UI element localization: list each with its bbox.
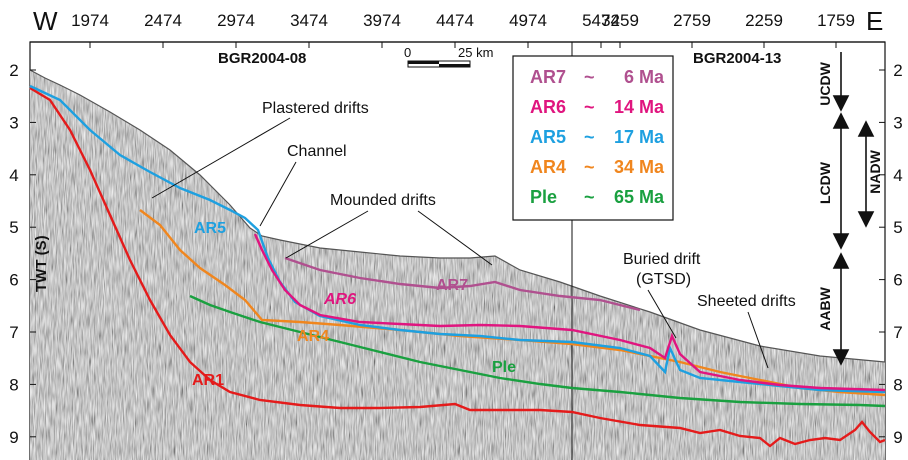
annotations: Plastered drifts Channel Mounded drifts … (151, 100, 796, 369)
top-tick-left-1: 2474 (144, 11, 182, 30)
depth-tick-right-7: 7 (893, 323, 902, 342)
seabed-line (29, 69, 886, 363)
depth-tick-right-3: 3 (893, 113, 902, 132)
profile-label-left: BGR2004-08 (218, 50, 306, 67)
scale-bar-zero: 0 (404, 45, 411, 60)
horizon-ar6-line (253, 233, 886, 392)
depth-tick-left-5: 5 (9, 218, 18, 237)
scale-bar: 0 25 km (404, 45, 493, 68)
water-mass-arrows (832, 52, 875, 366)
legend-age-ar4: 34 Ma (614, 157, 665, 177)
annotation-buried-drift: Buried drift (623, 251, 701, 268)
west-label: W (33, 6, 58, 36)
east-label: E (866, 6, 883, 36)
water-mass-ucdw: UCDW (817, 61, 833, 105)
depth-tick-right-2: 2 (893, 61, 902, 80)
water-mass-nadw: NADW (867, 149, 883, 193)
top-tick-left-5: 4474 (436, 11, 474, 30)
depth-tick-left-6: 6 (9, 271, 18, 290)
depth-axis: 2 2 3 3 4 4 5 5 6 6 7 7 8 8 9 9 (9, 61, 902, 447)
top-tick-left-3: 3474 (290, 11, 328, 30)
top-tick-left-0: 1974 (71, 11, 109, 30)
legend-age-ar6: 14 Ma (614, 97, 665, 117)
annotation-channel: Channel (287, 143, 347, 160)
horizon-label-ple: Ple (492, 359, 516, 376)
top-tick-left-6: 4974 (509, 11, 547, 30)
horizon-ar5-line (29, 84, 886, 394)
depth-tick-left-8: 8 (9, 375, 18, 394)
depth-tick-left-4: 4 (9, 166, 18, 185)
profile-label-right: BGR2004-13 (693, 50, 781, 67)
scale-bar-end: 25 km (458, 45, 493, 60)
annotation-plastered-drifts: Plastered drifts (262, 100, 369, 117)
legend-age-ar5: 17 Ma (614, 127, 665, 147)
depth-tick-right-9: 9 (893, 428, 902, 447)
y-axis-label: TWT (S) (33, 235, 50, 292)
legend-sep-ple: ~ (584, 187, 595, 207)
horizons (29, 84, 886, 448)
legend-name-ar7: AR7 (530, 67, 566, 87)
top-tick-right-0: 3259 (601, 11, 639, 30)
legend-sep-ar7: ~ (584, 67, 595, 87)
depth-tick-right-4: 4 (893, 166, 902, 185)
depth-tick-right-5: 5 (893, 218, 902, 237)
top-tick-right-3: 1759 (817, 11, 855, 30)
water-mass-aabw: AABW (817, 286, 833, 330)
depth-tick-left-3: 3 (9, 113, 18, 132)
top-tick-right-1: 2759 (673, 11, 711, 30)
legend-sep-ar4: ~ (584, 157, 595, 177)
top-tick-left-4: 3974 (363, 11, 401, 30)
legend-age-ple: 65 Ma (614, 187, 665, 207)
legend-name-ar6: AR6 (530, 97, 566, 117)
horizon-ar7-line (284, 256, 641, 312)
horizon-label-ar1: AR1 (192, 372, 224, 389)
depth-tick-left-2: 2 (9, 61, 18, 80)
horizon-label-ar5: AR5 (194, 220, 226, 237)
horizon-ple-line (189, 294, 886, 408)
annotation-buried-drift-gtsd: (GTSD) (636, 271, 691, 288)
horizon-ar1-line (29, 86, 886, 448)
age-legend: AR7 ~6 Ma AR6 ~14 Ma AR5 ~17 Ma AR4 ~34 Ma Ple ~6… (512, 55, 674, 221)
legend-sep-ar6: ~ (584, 97, 595, 117)
top-tick-left-7: 5474 (582, 11, 620, 30)
legend-name-ar5: AR5 (530, 127, 566, 147)
horizon-label-ar6: AR6 (323, 291, 356, 308)
legend-age-ar7: 6 Ma (624, 67, 665, 87)
top-axis: 1974 2474 2974 3474 3974 4474 4974 5474 3259 275… (30, 11, 885, 48)
legend-name-ar4: AR4 (530, 157, 566, 177)
top-tick-right-2: 2259 (745, 11, 783, 30)
depth-tick-left-9: 9 (9, 428, 18, 447)
horizon-label-ar4: AR4 (297, 328, 329, 345)
horizon-label-ar7: AR7 (436, 277, 468, 294)
annotation-sheeted-drifts: Sheeted drifts (697, 293, 796, 310)
top-tick-left-2: 2974 (217, 11, 255, 30)
depth-tick-right-8: 8 (893, 375, 902, 394)
depth-tick-left-7: 7 (9, 323, 18, 342)
legend-name-ple: Ple (530, 187, 557, 207)
legend-sep-ar5: ~ (584, 127, 595, 147)
depth-tick-right-6: 6 (893, 271, 902, 290)
annotation-mounded-drifts: Mounded drifts (330, 192, 436, 209)
water-mass-lcdw: LCDW (817, 161, 833, 204)
